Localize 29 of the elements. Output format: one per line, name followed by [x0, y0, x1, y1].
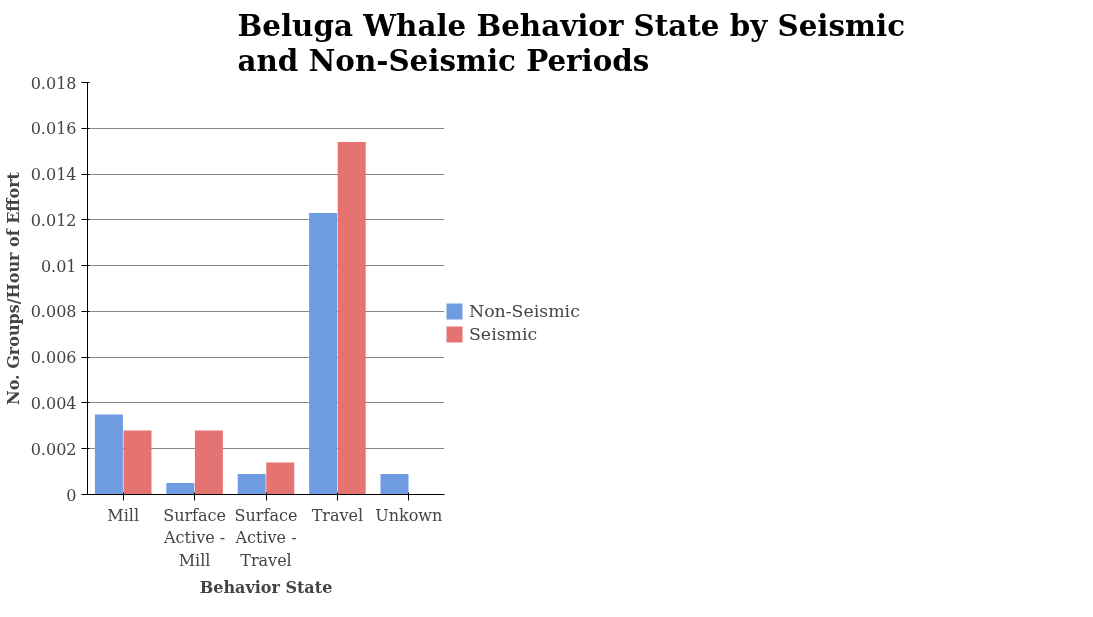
bar — [94, 414, 123, 495]
x-tick-label: Unkown — [375, 505, 443, 525]
y-tick-label: 0.014 — [30, 165, 77, 185]
bar — [166, 483, 195, 495]
y-tick-label: 0.006 — [30, 348, 77, 368]
x-tick-label: Mill — [107, 505, 140, 525]
y-tick-label: 0.016 — [30, 119, 77, 139]
bar — [337, 142, 366, 495]
y-tick-label: 0.002 — [30, 439, 77, 459]
y-tick-label: 0.004 — [30, 393, 77, 413]
y-tick-label: 0.018 — [30, 73, 77, 93]
x-axis-title: Behavior State — [199, 578, 333, 598]
bar — [309, 212, 338, 495]
x-tick-label: Surface Active - Mill — [163, 505, 227, 571]
legend-label: Seismic — [469, 324, 538, 344]
x-tick-label: Travel — [311, 505, 364, 525]
x-tick-label: Surface Active - Travel — [234, 505, 298, 571]
bar — [194, 430, 223, 495]
bar — [380, 473, 409, 495]
y-axis-title: No. Groups/Hour of Effort — [3, 171, 23, 405]
y-tick-label: 0.008 — [30, 302, 77, 322]
bar — [123, 430, 152, 495]
bar — [266, 462, 295, 495]
bar — [237, 473, 266, 495]
y-tick-label: 0.01 — [40, 256, 77, 276]
legend-label: Non-Seismic — [469, 301, 580, 321]
y-tick-label: 0.012 — [30, 210, 77, 230]
text: Beluga Whale Behavior State by Seismic and Non-Seismic Periods — [237, 7, 906, 78]
y-tick-label: 0 — [66, 485, 77, 505]
